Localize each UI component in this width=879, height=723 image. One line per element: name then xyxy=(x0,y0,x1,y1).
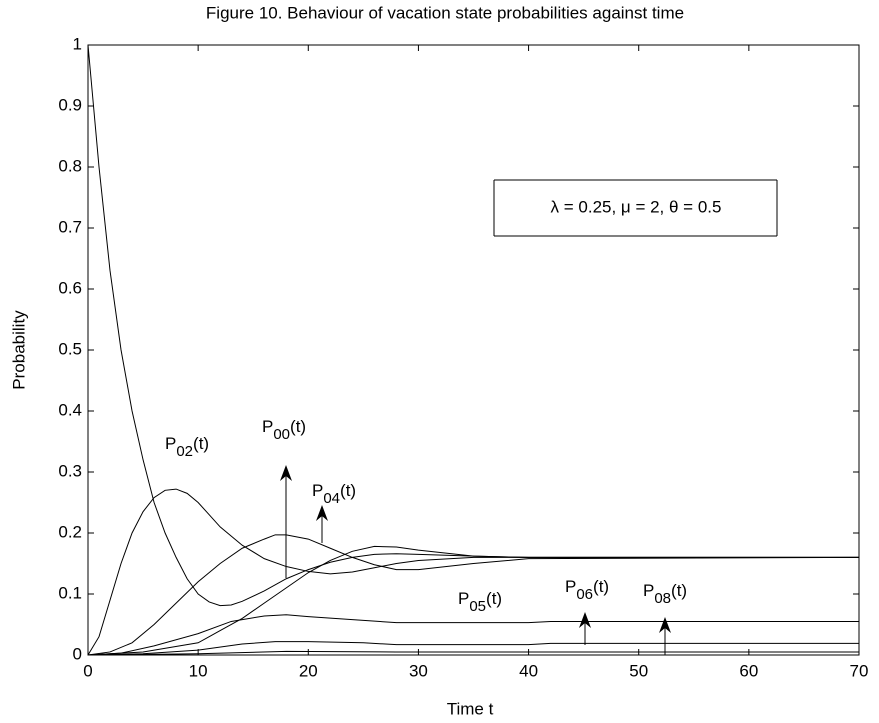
y-tick-label: 0.3 xyxy=(58,461,82,480)
curve-label: P04(t) xyxy=(312,481,356,506)
x-tick-label: 40 xyxy=(519,661,538,680)
label-subscript: 04 xyxy=(323,490,340,507)
parameter-box: λ = 0.25, μ = 2, θ = 0.5 xyxy=(551,197,722,216)
y-tick-label: 0.1 xyxy=(58,583,82,602)
x-tick-label: 50 xyxy=(629,661,648,680)
label-base: P xyxy=(565,577,576,596)
label-tail: (t) xyxy=(290,417,306,436)
x-tick-label: 60 xyxy=(739,661,758,680)
label-base: P xyxy=(262,417,273,436)
x-tick-label: 70 xyxy=(850,661,869,680)
y-tick-label: 1 xyxy=(73,34,82,53)
probability-line xyxy=(87,44,859,607)
label-subscript: 05 xyxy=(469,598,486,615)
probability-line xyxy=(87,650,859,656)
label-subscript: 06 xyxy=(576,586,593,603)
curve-label: P02(t) xyxy=(165,434,209,459)
y-axis-label: Probability xyxy=(9,310,28,390)
parameter-frame xyxy=(493,179,778,237)
label-tail: (t) xyxy=(593,577,609,596)
y-tick-label: 0.4 xyxy=(58,400,82,419)
label-base: P xyxy=(458,589,469,608)
chart-title: Figure 10. Behaviour of vacation state p… xyxy=(206,3,684,22)
curve-label: P06(t) xyxy=(565,577,609,602)
y-tick-label: 0.9 xyxy=(58,95,82,114)
arrow-head xyxy=(659,617,671,633)
x-tick-label: 10 xyxy=(189,661,208,680)
label-tail: (t) xyxy=(671,581,687,600)
label-subscript: 08 xyxy=(654,590,671,607)
x-tick-label: 0 xyxy=(83,661,92,680)
y-tick-label: 0.6 xyxy=(58,278,82,297)
label-tail: (t) xyxy=(340,481,356,500)
label-subscript: 00 xyxy=(273,426,290,443)
x-axis-label: Time t xyxy=(447,699,494,718)
label-tail: (t) xyxy=(193,434,209,453)
probability-line xyxy=(87,488,859,656)
y-tick-label: 0.5 xyxy=(58,339,82,358)
probability-line xyxy=(87,614,859,656)
probability-line xyxy=(87,641,859,656)
y-tick-label: 0.2 xyxy=(58,522,82,541)
arrow-head xyxy=(579,612,591,628)
label-tail: (t) xyxy=(486,589,502,608)
arrow-head xyxy=(280,465,292,481)
label-subscript: 02 xyxy=(176,443,193,460)
label-base: P xyxy=(643,581,654,600)
curve-label: P05(t) xyxy=(458,589,502,614)
y-tick-label: 0 xyxy=(73,644,82,663)
x-tick-label: 20 xyxy=(299,661,318,680)
y-tick-label: 0.8 xyxy=(58,156,82,175)
curve-label: P08(t) xyxy=(643,581,687,606)
probability-line xyxy=(87,545,859,656)
label-base: P xyxy=(165,434,176,453)
probability-line xyxy=(87,534,860,656)
label-base: P xyxy=(312,481,323,500)
arrow-head xyxy=(316,505,328,521)
x-tick-label: 30 xyxy=(409,661,428,680)
curve-label: P00(t) xyxy=(262,417,306,442)
y-tick-label: 0.7 xyxy=(58,217,82,236)
